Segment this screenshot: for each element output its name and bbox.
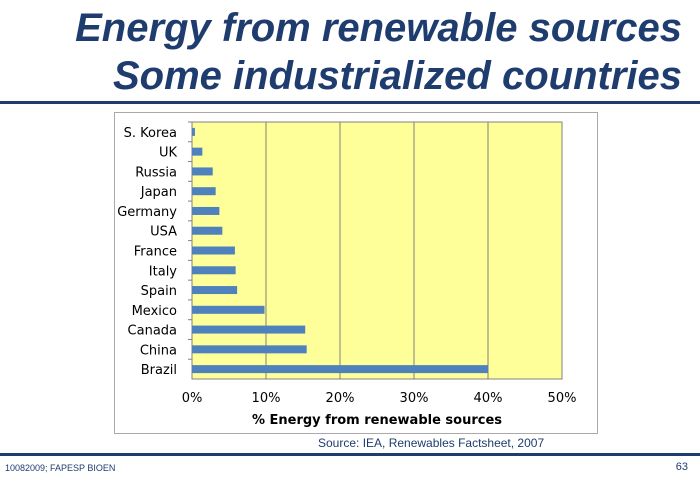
bar [192, 147, 203, 156]
x-tick-label: 10% [252, 391, 281, 406]
bar [192, 305, 265, 314]
category-label: Canada [128, 324, 177, 339]
bar [192, 325, 306, 334]
category-label: Japan [140, 185, 177, 200]
category-label: UK [159, 146, 178, 161]
category-label: Spain [141, 284, 177, 299]
bar [192, 167, 213, 176]
slide-title-line-1: Energy from renewable sources [75, 6, 682, 50]
category-label: France [134, 245, 177, 260]
category-label: Mexico [132, 304, 177, 319]
bar [192, 246, 235, 255]
slide-title-line-2: Some industrialized countries [112, 54, 682, 98]
bar-chart: 0% 10% 20% 30% 40% 50% S. Korea UK Russia Japan Ge… [117, 121, 577, 428]
x-axis-label: % Energy from renewable sources [252, 413, 502, 428]
category-label: Russia [135, 165, 177, 180]
bar [192, 266, 236, 275]
x-tick-label: 20% [326, 391, 355, 406]
category-label: China [140, 343, 177, 358]
category-label: S. Korea [124, 126, 177, 141]
bar [192, 365, 488, 374]
bar [192, 206, 220, 215]
plot-background [192, 122, 562, 379]
category-label: Italy [149, 264, 178, 279]
category-label: Brazil [141, 363, 177, 378]
category-label: USA [150, 225, 177, 240]
x-tick-label: 0% [182, 391, 203, 406]
source-note: Source: IEA, Renewables Factsheet, 2007 [318, 436, 545, 450]
bar [192, 286, 238, 295]
category-label: Germany [117, 205, 177, 220]
title-divider [0, 101, 700, 104]
footer-divider [0, 453, 700, 456]
x-tick-label: 40% [474, 391, 503, 406]
x-tick-label: 50% [548, 391, 577, 406]
chart-area: 0% 10% 20% 30% 40% 50% S. Korea UK Russia Japan Ge… [114, 112, 598, 434]
x-tick-label: 30% [400, 391, 429, 406]
bar [192, 127, 195, 136]
bar [192, 187, 216, 196]
bar [192, 226, 223, 235]
bar [192, 345, 307, 354]
footer-text: 10082009; FAPESP BIOEN [5, 463, 116, 473]
page-number: 63 [675, 461, 688, 473]
